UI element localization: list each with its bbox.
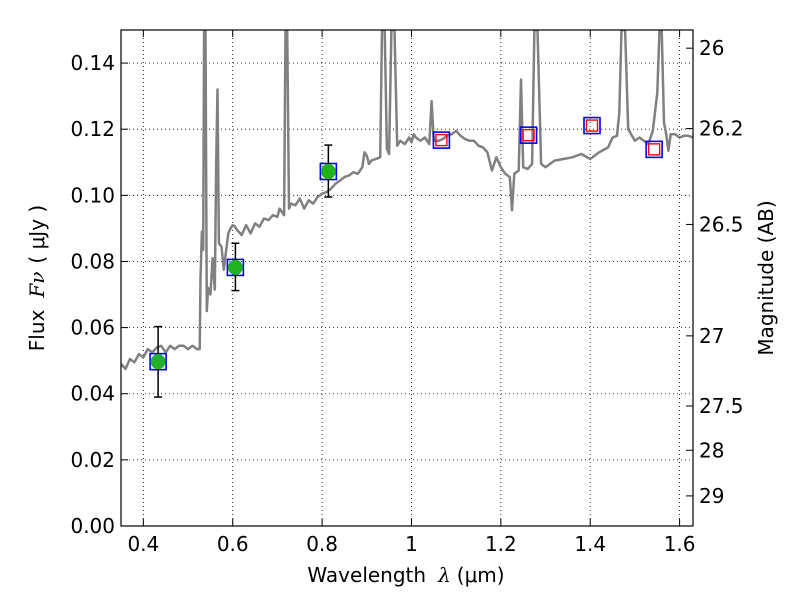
x-tick-label: 0.6 [217,532,249,556]
predicted-point-marker [435,133,448,147]
x-tick-label: 0.8 [306,532,338,556]
y-axis: 0.00 0.02 0.04 0.06 0.08 0.10 0.12 0.14 [70,51,128,538]
observed-point-marker [320,164,336,180]
predicted-point-marker [522,128,535,142]
y-tick-label: 0.10 [70,183,115,207]
y2-tick-label: 26.5 [699,212,744,236]
y2-tick-label: 26 [699,36,724,60]
x-tick-label: 1.6 [664,532,696,556]
model-point-marker [432,131,451,149]
y-tick-label: 0.08 [70,249,115,273]
model-point-marker [583,116,601,135]
x-tick-label: 1.2 [485,532,517,556]
y-tick-label: 0.04 [70,382,115,406]
y2-axis: 26 26.2 26.5 27 27.5 28 29 [686,36,744,508]
x-tick-label: 0.4 [127,532,159,556]
x-axis-title: Wavelength λ (μm) [307,563,504,587]
predicted-point-marker [585,119,599,132]
observed-point-marker [227,259,243,275]
y2-tick-label: 28 [699,438,724,462]
x-axis: 0.4 0.6 0.8 1 1.2 1.4 1.6 [127,30,696,556]
plot-frame [120,29,694,527]
points-layer [149,116,663,398]
x-tick-label: 1.4 [574,532,606,556]
y-tick-label: 0.12 [70,117,115,141]
y2-tick-label: 26.2 [699,117,744,141]
y2-tick-label: 27 [699,324,724,348]
y2-axis-title: Magnitude (AB) [754,200,778,355]
x-tick-label: 1 [405,532,418,556]
y-tick-label: 0.14 [70,51,115,75]
y-tick-label: 0.00 [70,514,115,538]
y2-tick-label: 27.5 [699,394,744,418]
y-tick-label: 0.06 [70,316,115,340]
model-point-marker [645,140,663,159]
spectrum-layer [121,30,693,371]
spectrum-line [121,30,693,371]
model-point-marker [519,126,538,144]
y-axis-title: FluxFν( μJy ) [25,205,49,351]
y-tick-label: 0.02 [70,448,115,472]
y2-tick-label: 29 [699,484,724,508]
predicted-point-marker [647,143,661,156]
observed-point-marker [150,354,166,370]
